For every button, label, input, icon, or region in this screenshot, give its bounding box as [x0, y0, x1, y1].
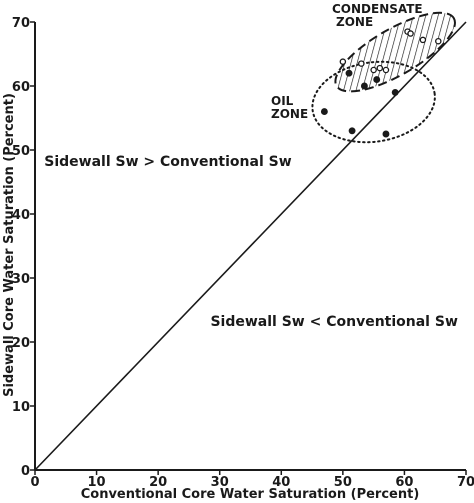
oil-zone-data-point	[348, 127, 356, 135]
condensate-zone-data-point	[407, 30, 414, 37]
x-axis-title: Conventional Core Water Saturation (Perc…	[81, 487, 420, 502]
condensate-zone-data-point	[358, 60, 365, 67]
points-layer	[320, 28, 442, 138]
condensate-zone-ellipse	[334, 11, 456, 93]
y-tick-label: 60	[12, 80, 30, 95]
condensate-zone-data-point	[419, 36, 427, 44]
condensate-zone-data-point	[370, 66, 377, 74]
x-tick-label: 10	[88, 475, 106, 490]
y-tick-label: 0	[21, 464, 30, 479]
y-tick-label: 70	[12, 16, 30, 31]
oil-zone-data-point	[382, 130, 390, 138]
y-axis-title: Sidewall Core Water Saturation (Percent)	[2, 93, 17, 397]
y-tick-label: 10	[12, 400, 30, 415]
condensate-zone-label: CONDENSATE	[332, 2, 423, 16]
x-tick-label: 30	[211, 475, 229, 490]
zones-layer	[311, 11, 456, 144]
oil-zone-label: OIL	[271, 94, 294, 108]
x-tick-label: 60	[395, 475, 413, 490]
condensate-zone-data-point	[339, 58, 347, 65]
oil-zone-data-point	[320, 108, 328, 116]
condensate-zone-label: ZONE	[336, 15, 373, 29]
x-tick-label: 20	[149, 475, 167, 490]
one-to-one-reference-line	[34, 21, 467, 471]
y-tick-label: 40	[12, 208, 30, 223]
region-annotation: Sidewall Sw > Conventional Sw	[44, 154, 291, 170]
condensate-zone-data-point	[376, 64, 384, 72]
oil-zone-data-point	[345, 69, 353, 77]
oil-zone-ellipse	[311, 60, 436, 144]
annotations-layer: Sidewall Sw > Conventional Sw Sidewall Sw…	[44, 154, 458, 330]
condensate-zone-data-point	[382, 66, 390, 74]
oil-zone-data-point	[391, 88, 399, 96]
x-tick-label: 70	[457, 475, 474, 490]
oil-zone-label: ZONE	[271, 107, 308, 121]
x-tick-label: 0	[30, 475, 39, 490]
y-tick-label: 30	[12, 272, 30, 287]
x-tick-label: 40	[272, 475, 290, 490]
region-annotation: Sidewall Sw < Conventional Sw	[210, 314, 457, 330]
y-tick-label: 50	[12, 144, 30, 159]
condensate-zone-data-point	[435, 37, 442, 45]
ticks-layer: 0 10 20 30 40 50 60 70 0 10 20 30 40 50 60 70	[12, 16, 474, 490]
oil-zone-data-point	[360, 82, 368, 90]
oil-zone-data-point	[373, 76, 381, 84]
x-tick-label: 50	[334, 475, 352, 490]
y-tick-label: 20	[12, 336, 30, 351]
